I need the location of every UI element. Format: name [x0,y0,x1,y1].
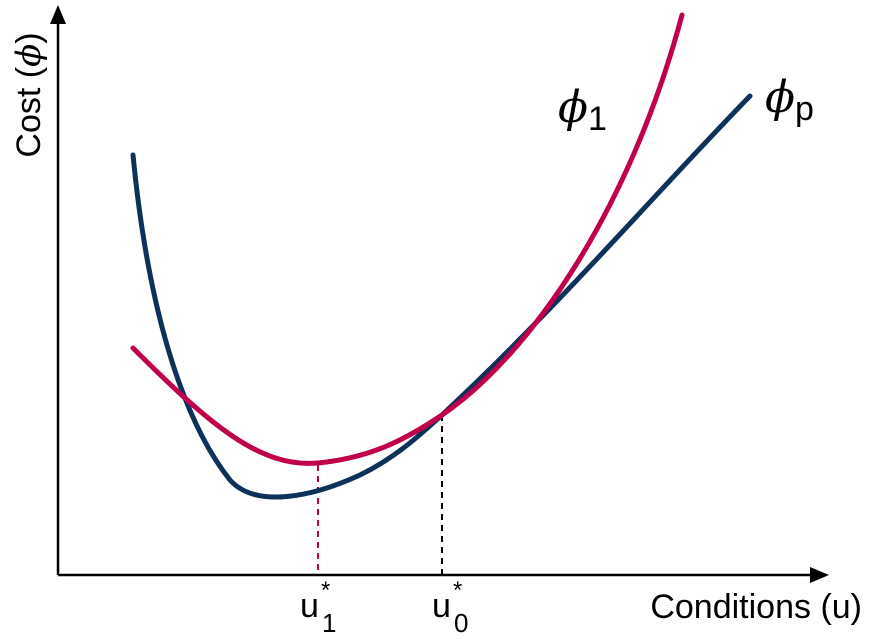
curve-label-phi-p-symbol: ϕ [765,72,795,123]
curve-phi-1 [130,12,685,466]
y-axis-arrow-icon [50,5,66,24]
curve-label-phi-1-sub: 1 [588,100,607,138]
marker-u0-base: u [432,587,451,625]
x-axis-arrow-icon [810,567,829,583]
marker-u1-sub: 1 [322,608,336,638]
curve-label-phi-p: ϕp [765,72,814,128]
marker-u0-sub: 0 [454,608,468,638]
curve-phi-p [130,93,753,500]
y-axis-label-symbol: ϕ [9,44,49,67]
curve-label-phi-p-sub: p [795,90,814,128]
x-axis-label: Conditions (u) [650,588,862,626]
axes [50,5,829,583]
marker-u1-base: u [300,587,319,625]
curve-label-phi-1-symbol: ϕ [558,82,588,133]
marker-u0-sup: * [453,577,462,604]
y-axis-label-text: Cost ( [10,66,48,157]
curve-label-phi-1: ϕ1 [558,82,607,138]
y-axis-label: Cost (ϕ) [9,32,49,157]
y-axis-label-close: ) [10,32,48,43]
marker-u0-star: u * 0 [432,577,468,638]
marker-u1-star: u * 1 [300,577,336,638]
marker-u1-sup: * [321,577,330,604]
